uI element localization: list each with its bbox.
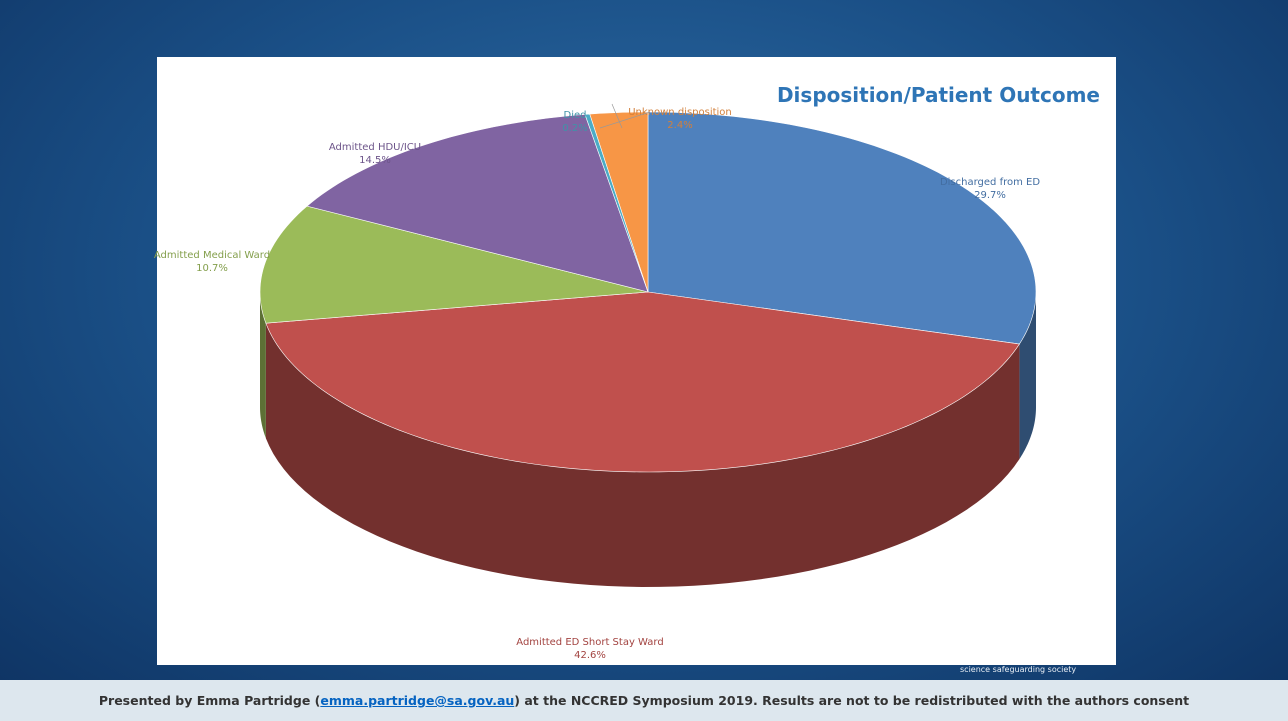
leader-line: [611, 103, 623, 129]
chart-title: Disposition/Patient Outcome: [777, 83, 1100, 107]
footer-link[interactable]: emma.partridge@sa.gov.au: [320, 693, 515, 708]
pie-slice: [647, 111, 1037, 345]
slice-label: Unknown disposition: [628, 107, 732, 118]
pie-slice: [589, 111, 649, 293]
slice-value-label: 42.6%: [574, 650, 606, 661]
pie-slice: [306, 114, 649, 293]
leader-line: [599, 111, 651, 129]
slice-value-label: 0.2%: [562, 123, 587, 134]
footer-text: Presented by Emma Partridge (: [98, 693, 321, 708]
slice-label: Died: [564, 110, 587, 121]
slice-label: Admitted HDU/ICU: [329, 142, 421, 153]
slice-value-label: 14.5%: [359, 155, 391, 166]
slice-label: Admitted ED Short Stay Ward: [516, 637, 663, 648]
logo-text: science safeguarding society: [960, 665, 1077, 674]
pie-slice: [265, 291, 1020, 473]
slice-side: [1019, 292, 1036, 460]
pie-slice: [259, 205, 649, 324]
slice-label: Discharged from ED: [940, 177, 1040, 188]
slice-side: [265, 323, 1020, 587]
footer-text: ) at the NCCRED Symposium 2019. Results …: [514, 693, 1190, 708]
footer: Presented by Emma Partridge (emma.partri…: [0, 680, 1288, 721]
slice-side: [260, 292, 266, 439]
slice-value-label: 10.7%: [196, 263, 228, 274]
slice-value-label: 29.7%: [974, 190, 1006, 201]
chart: Disposition/Patient Outcome Discharged f…: [154, 83, 1100, 661]
slice-label: Admitted Medical Ward: [154, 250, 270, 261]
slice-value-label: 2.4%: [667, 120, 692, 131]
